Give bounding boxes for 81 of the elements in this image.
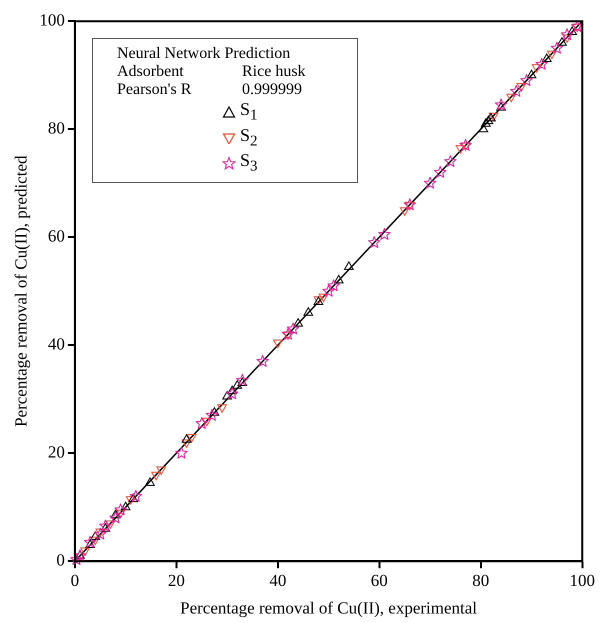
point	[90, 531, 100, 540]
point	[520, 74, 533, 86]
point	[526, 70, 536, 78]
y-tick-label: 60	[48, 226, 65, 246]
point	[236, 374, 249, 386]
legend-label: S$_{1}$	[240, 99, 258, 125]
annotation: Rice husk	[242, 63, 307, 81]
point	[327, 279, 340, 292]
point	[99, 520, 112, 532]
point	[494, 98, 508, 110]
point	[75, 550, 85, 559]
point	[459, 138, 472, 151]
point	[510, 84, 522, 97]
point	[120, 502, 130, 510]
point	[444, 155, 457, 167]
point	[334, 274, 344, 284]
point	[109, 512, 122, 524]
x-tick-label: 0	[70, 570, 80, 590]
point	[286, 322, 300, 334]
x-tick-label: 60	[370, 570, 388, 590]
point	[256, 354, 269, 367]
y-tick-label: 0	[56, 550, 65, 570]
point	[303, 307, 314, 316]
point	[550, 42, 564, 54]
y-tick-label: 20	[48, 442, 65, 462]
point	[232, 380, 242, 389]
y-tick-label: 40	[48, 334, 65, 354]
point	[70, 553, 83, 565]
point	[100, 523, 110, 532]
annotation: Pearson's R	[117, 81, 192, 99]
legend-label: S$_{2}$	[240, 124, 258, 150]
x-tick-label: 80	[472, 570, 490, 590]
point	[560, 28, 574, 40]
point	[478, 124, 488, 132]
annotation: 0.999999	[242, 81, 303, 99]
point	[145, 477, 155, 486]
point	[110, 510, 120, 518]
point	[378, 228, 391, 240]
point	[542, 54, 552, 62]
point	[484, 116, 494, 124]
y-tick-label: 80	[48, 118, 65, 138]
point	[567, 26, 577, 35]
point	[210, 407, 220, 416]
legend-label: S$_{3}$	[240, 150, 258, 176]
point	[424, 176, 436, 189]
point	[404, 198, 416, 210]
x-tick-label: 100	[570, 570, 595, 590]
x-tick-label: 20	[168, 570, 185, 590]
point	[226, 387, 238, 400]
point	[434, 166, 446, 178]
x-axis-title: Percentage removal of Cu(II), experimental	[180, 598, 478, 618]
point	[206, 408, 218, 421]
point	[227, 386, 238, 394]
point	[196, 417, 208, 429]
y-axis-title: Percentage removal of Cu(II), predicted	[12, 155, 31, 427]
point	[322, 284, 335, 297]
point	[535, 58, 548, 70]
point	[128, 494, 138, 502]
point	[85, 540, 95, 548]
point	[344, 261, 354, 270]
point	[74, 549, 86, 562]
point	[557, 37, 567, 46]
point	[570, 20, 584, 32]
point	[486, 112, 496, 122]
point	[94, 528, 106, 540]
annotation: Adsorbent	[117, 63, 185, 81]
point	[237, 378, 248, 386]
point	[293, 318, 303, 327]
y-tick-label: 100	[39, 10, 65, 30]
point	[130, 490, 142, 502]
point	[222, 391, 232, 400]
point	[84, 536, 96, 548]
point	[481, 118, 491, 127]
point	[282, 328, 294, 340]
point	[182, 434, 192, 443]
point	[114, 503, 127, 516]
point	[496, 102, 506, 111]
x-tick-label: 40	[269, 570, 286, 590]
legend-title: Neural Network Prediction	[117, 45, 292, 63]
point	[368, 236, 380, 248]
point	[175, 446, 188, 459]
